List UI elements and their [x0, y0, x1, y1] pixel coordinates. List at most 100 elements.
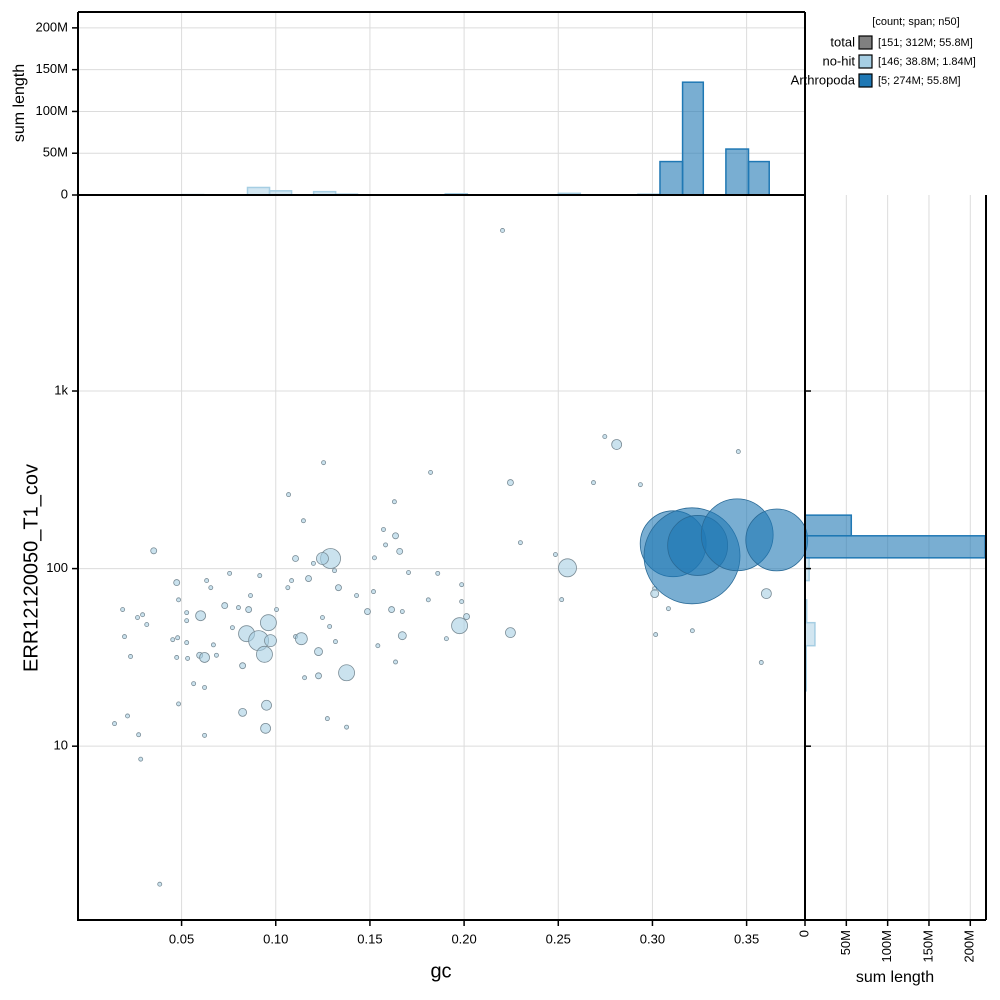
main-frame	[77, 194, 806, 921]
legend-name: total	[830, 34, 855, 49]
point	[248, 593, 253, 598]
point	[364, 608, 371, 615]
x-tick-label: 0.10	[263, 931, 288, 946]
legend-swatch	[858, 73, 873, 88]
y-tick-label: 200M	[35, 19, 68, 34]
point	[463, 613, 470, 620]
right-x-axis-label: sum length	[856, 969, 934, 986]
point	[391, 499, 397, 505]
x-tick-label: 0.35	[734, 931, 759, 946]
point	[396, 547, 404, 555]
point	[505, 627, 516, 638]
point	[689, 628, 695, 634]
x-tick-label: 0	[796, 930, 811, 937]
point	[122, 634, 127, 640]
point	[399, 609, 405, 614]
point	[335, 584, 342, 592]
point	[184, 618, 190, 624]
histogram-bar	[246, 186, 271, 196]
point	[320, 615, 325, 620]
point	[459, 599, 465, 605]
legend-summary: [146; 38.8M; 1.84M]	[878, 56, 976, 68]
point	[316, 552, 329, 565]
point	[144, 622, 150, 627]
point	[150, 547, 158, 555]
point	[175, 635, 181, 641]
point	[653, 632, 659, 638]
point	[372, 555, 377, 561]
histogram-bar	[747, 160, 770, 196]
point	[305, 575, 312, 582]
point	[310, 560, 316, 566]
legend-swatch	[858, 54, 873, 69]
x-tick-label: 0.20	[451, 931, 476, 946]
point	[758, 660, 764, 665]
point	[315, 672, 322, 680]
histogram-bar	[725, 148, 750, 196]
point	[338, 664, 355, 682]
legend-name: no-hit	[822, 53, 855, 68]
point	[553, 552, 558, 557]
point	[221, 602, 229, 610]
y-tick-label: 10	[54, 738, 68, 753]
point	[174, 655, 180, 660]
point	[383, 542, 388, 548]
point	[170, 637, 176, 643]
point	[185, 655, 191, 661]
point	[327, 624, 333, 629]
x-tick-label: 0.15	[357, 931, 382, 946]
point	[260, 614, 277, 632]
point	[191, 681, 197, 687]
point	[261, 699, 272, 711]
legend-background	[808, 33, 986, 91]
point	[406, 570, 411, 575]
point	[199, 652, 210, 663]
point	[257, 573, 263, 579]
point	[136, 732, 142, 738]
point	[332, 568, 337, 574]
point	[112, 721, 117, 727]
point	[761, 588, 772, 599]
point	[344, 724, 350, 730]
y-tick-label: 1k	[54, 382, 68, 397]
y-tick-label: 150M	[35, 61, 68, 76]
point	[333, 639, 338, 645]
x-tick-label: 150M	[920, 930, 935, 963]
histogram-bar	[681, 81, 705, 196]
point	[173, 579, 181, 587]
top-y-axis-label: sum length	[11, 64, 28, 142]
point	[735, 449, 741, 455]
point	[202, 732, 207, 738]
point	[451, 617, 468, 635]
point	[650, 589, 660, 599]
point	[507, 479, 514, 487]
point	[184, 640, 190, 646]
point	[274, 607, 279, 612]
point	[314, 647, 323, 656]
point	[381, 527, 386, 532]
point	[459, 582, 465, 588]
y-tick-label: 0	[61, 186, 68, 201]
y-axis-label: ERR12120050_T1_cov	[20, 464, 42, 672]
point	[392, 532, 399, 540]
legend-summary: [151; 312M; 55.8M]	[878, 37, 973, 49]
point	[213, 652, 219, 658]
x-tick-label: 0.25	[546, 931, 571, 946]
x-tick-label: 0.05	[169, 931, 194, 946]
point	[354, 593, 359, 598]
point	[302, 675, 308, 681]
point	[666, 606, 671, 612]
y-tick-label: 100	[46, 560, 68, 575]
histogram-bar	[804, 514, 853, 537]
point	[428, 469, 434, 475]
point	[128, 654, 133, 659]
point	[745, 508, 809, 572]
point	[559, 597, 565, 603]
point	[138, 756, 144, 762]
point	[289, 578, 295, 584]
point	[204, 578, 210, 584]
legend-summary: [5; 274M; 55.8M]	[878, 75, 961, 87]
point	[292, 555, 299, 562]
point	[227, 570, 233, 576]
